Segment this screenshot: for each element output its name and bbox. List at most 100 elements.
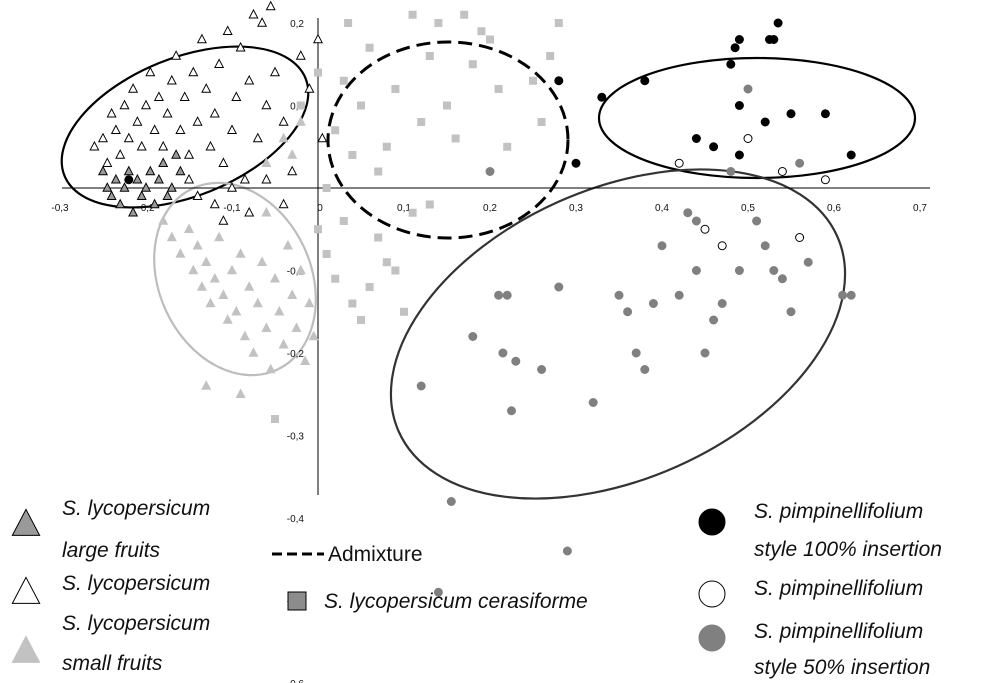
- point-s-lycopersicum: [192, 116, 203, 126]
- point-s-lycopersicum-cerasiforme: [357, 316, 365, 324]
- point-s-pimpinellifolium-style-50-insertion: [777, 274, 787, 284]
- point-s-lycopersicum-large-fruits: [132, 173, 143, 184]
- point-s-pimpinellifolium-style-100-insertion: [640, 76, 650, 86]
- x-tick-labels: -0,3 -0,2 -0,1 0 0,1 0,2 0,3 0,4 0,5 0,6 0,7: [51, 203, 927, 214]
- point-s-lycopersicum-small-fruits: [235, 388, 246, 398]
- point-s-lycopersicum: [317, 132, 328, 143]
- point-s-lycopersicum: [188, 66, 199, 77]
- point-s-lycopersicum: [132, 116, 143, 126]
- point-s-lycopersicum: [89, 140, 100, 151]
- point-s-lycopersicum-cerasiforme: [400, 307, 408, 316]
- point-s-lycopersicum-large-fruits: [106, 190, 117, 200]
- legend-label: S. lycopersicum: [62, 572, 210, 595]
- point-s-lycopersicum-cerasiforme: [348, 299, 357, 308]
- point-s-lycopersicum: [261, 173, 272, 184]
- cluster-ellipses: [60, 40, 917, 500]
- point-s-pimpinellifolium-style-50-insertion: [494, 290, 504, 300]
- y-tick-label: -0,2: [287, 349, 305, 360]
- x-tick-label: -0,3: [51, 203, 69, 214]
- point-s-pimpinellifolium-style-50-insertion: [588, 398, 598, 407]
- point-s-pimpinellifolium-style-50-insertion: [498, 348, 508, 358]
- point-s-lycopersicum-small-fruits: [201, 256, 212, 266]
- point-s-lycopersicum-cerasiforme: [382, 142, 391, 151]
- point-s-lycopersicum: [183, 173, 195, 184]
- point-s-pimpinellifolium-style-50-insertion: [760, 241, 770, 251]
- point-s-lycopersicum-large-fruits: [162, 190, 173, 200]
- point-s-lycopersicum-large-fruits: [171, 149, 182, 159]
- point-s-lycopersicum-large-fruits: [97, 165, 109, 176]
- point-s-pimpinellifolium-style-50-insertion: [726, 167, 736, 176]
- point-s-lycopersicum: [214, 58, 225, 68]
- point-s-lycopersicum: [153, 91, 164, 101]
- point-s-lycopersicum: [209, 107, 220, 118]
- point-s-lycopersicum: [175, 124, 186, 134]
- point-s-lycopersicum: [239, 173, 250, 184]
- point-s-pimpinellifolium: [820, 175, 830, 185]
- point-s-lycopersicum: [248, 8, 259, 19]
- point-s-pimpinellifolium-style-50-insertion: [485, 167, 495, 176]
- point-s-lycopersicum-large-fruits: [166, 182, 177, 192]
- point-s-lycopersicum: [226, 124, 238, 134]
- point-s-lycopersicum-small-fruits: [239, 330, 250, 341]
- point-s-pimpinellifolium-style-100-insertion: [124, 175, 134, 185]
- point-s-lycopersicum-small-fruits: [205, 297, 216, 308]
- point-s-lycopersicum-cerasiforme: [546, 52, 555, 60]
- point-s-pimpinellifolium-style-50-insertion: [614, 290, 624, 300]
- point-s-lycopersicum-small-fruits: [214, 231, 225, 242]
- point-s-lycopersicum-cerasiforme: [554, 19, 563, 27]
- point-s-lycopersicum-cerasiforme: [344, 19, 353, 27]
- point-s-lycopersicum-small-fruits: [248, 347, 259, 357]
- point-s-lycopersicum: [115, 149, 126, 159]
- point-s-lycopersicum-cerasiforme: [417, 118, 426, 126]
- point-s-lycopersicum: [179, 91, 190, 101]
- point-s-lycopersicum: [244, 74, 255, 85]
- point-s-lycopersicum: [222, 25, 233, 35]
- x-tick-label: 0,6: [827, 203, 841, 214]
- point-s-lycopersicum-cerasiforme: [331, 126, 340, 135]
- point-s-lycopersicum-small-fruits: [209, 272, 220, 283]
- point-s-pimpinellifolium: [717, 241, 727, 251]
- point-s-pimpinellifolium-style-50-insertion: [446, 497, 456, 506]
- point-s-lycopersicum-cerasiforme: [271, 415, 279, 423]
- point-s-lycopersicum: [106, 107, 117, 118]
- y-tick-label: -0,4: [287, 514, 305, 525]
- point-s-lycopersicum-cerasiforme: [494, 85, 503, 93]
- point-s-pimpinellifolium-style-100-insertion: [554, 76, 564, 86]
- point-s-lycopersicum-small-fruits: [295, 264, 306, 275]
- point-s-pimpinellifolium-style-100-insertion: [846, 150, 856, 160]
- point-s-pimpinellifolium-style-50-insertion: [700, 348, 710, 358]
- point-s-lycopersicum: [166, 74, 177, 85]
- point-s-lycopersicum: [257, 17, 268, 27]
- point-s-lycopersicum: [192, 190, 203, 200]
- point-s-lycopersicum-cerasiforme: [468, 60, 477, 69]
- point-s-pimpinellifolium-style-100-insertion: [734, 150, 744, 160]
- x-tick-label: -0,1: [223, 203, 241, 214]
- point-s-lycopersicum: [110, 124, 121, 134]
- point-s-lycopersicum: [218, 157, 229, 167]
- point-s-pimpinellifolium-style-50-insertion: [623, 307, 633, 317]
- point-s-lycopersicum: [128, 83, 139, 93]
- y-tick-label: -0,6: [287, 679, 305, 683]
- point-s-lycopersicum-cerasiforme: [348, 151, 357, 159]
- point-s-lycopersicum-cerasiforme: [365, 283, 374, 291]
- legend-label: large fruits: [62, 539, 161, 562]
- point-s-lycopersicum-large-fruits: [149, 198, 160, 209]
- point-s-lycopersicum-cerasiforme: [331, 274, 340, 283]
- point-s-pimpinellifolium: [700, 224, 710, 234]
- point-s-lycopersicum-cerasiforme: [357, 101, 365, 110]
- point-s-pimpinellifolium-style-50-insertion: [717, 299, 727, 308]
- point-s-lycopersicum-large-fruits: [123, 165, 134, 176]
- point-s-pimpinellifolium-style-50-insertion: [507, 406, 516, 416]
- point-s-lycopersicum: [218, 215, 229, 225]
- point-s-lycopersicum: [102, 157, 113, 167]
- point-s-pimpinellifolium-style-50-insertion: [468, 332, 478, 341]
- point-s-lycopersicum-large-fruits: [158, 157, 169, 167]
- legend-label: small fruits: [62, 652, 163, 675]
- point-s-lycopersicum-large-fruits: [110, 173, 121, 184]
- point-s-pimpinellifolium-style-50-insertion: [803, 257, 813, 267]
- point-s-lycopersicum-large-fruits: [140, 182, 152, 192]
- point-s-lycopersicum-cerasiforme: [391, 85, 400, 93]
- point-s-lycopersicum: [278, 198, 289, 209]
- point-s-lycopersicum-cerasiforme: [460, 10, 469, 19]
